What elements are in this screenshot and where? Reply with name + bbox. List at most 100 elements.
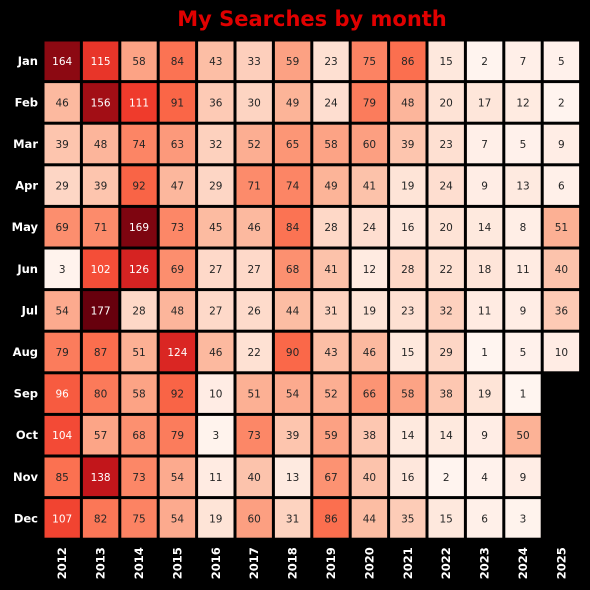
cell-value-label: 32 [440,305,453,317]
cell-value-label: 8 [520,222,527,234]
heatmap-cell [505,207,541,247]
cell-value-label: 75 [132,513,145,525]
cell-value-label: 65 [286,139,299,151]
heatmap-cell [428,499,464,538]
month-label: Oct [16,428,39,442]
heatmap-cell [351,332,388,372]
cell-value-label: 46 [209,347,223,359]
heatmap-cell [274,207,311,247]
heatmap-cell [274,457,311,497]
cell-value-label: 29 [56,181,69,193]
heatmap-cell [351,166,388,205]
heatmap-cell [428,457,464,497]
cell-value-label: 48 [171,305,184,317]
heatmap-cell [44,457,80,497]
heatmap-cell [82,207,119,247]
heatmap-cell [351,41,388,81]
heatmap-cell [121,291,157,330]
heatmap-cell [313,291,349,330]
cell-value-label: 35 [401,513,414,525]
cell-value-label: 11 [209,472,222,484]
cell-value-label: 19 [209,513,222,525]
heatmap-cell [159,124,196,164]
heatmap-cell [351,83,388,122]
cell-value-label: 54 [286,389,300,401]
heatmap-cell [543,41,580,81]
cell-value-label: 9 [481,430,488,442]
cell-value-label: 54 [171,472,185,484]
cell-value-label: 5 [558,56,565,68]
cell-value-label: 68 [132,430,145,442]
cell-value-label: 39 [56,139,69,151]
heatmap-cell [428,374,464,413]
cell-value-label: 51 [132,347,145,359]
cell-value-label: 3 [212,430,219,442]
heatmap-cell [82,124,119,164]
heatmap-cell [159,249,196,289]
heatmap-cell [351,499,388,538]
month-label: Feb [15,95,38,109]
heatmap-cell [44,332,80,372]
heatmap-cell [274,41,311,81]
heatmap-cell [466,291,503,330]
cell-value-label: 63 [171,139,184,151]
heatmap-cell [274,291,311,330]
cell-value-label: 49 [324,181,337,193]
heatmap-cell [159,207,196,247]
cell-value-label: 47 [171,181,184,193]
year-label: 2020 [362,547,376,579]
cell-value-label: 41 [324,264,337,276]
cell-value-label: 12 [516,97,529,109]
heatmap-cell [82,249,119,289]
cell-value-label: 39 [286,430,299,442]
year-label: 2016 [209,547,223,579]
month-label: Sep [14,387,38,401]
cell-value-label: 48 [94,139,107,151]
cell-value-label: 54 [56,305,70,317]
cell-value-label: 19 [363,305,376,317]
cell-value-label: 52 [248,139,261,151]
year-label: 2021 [401,547,415,579]
cell-value-label: 27 [248,264,261,276]
heatmap-cell [121,207,157,247]
heatmap-cell [198,499,234,538]
month-label: Jul [21,303,38,317]
heatmap-cell [390,332,426,372]
heatmap-cell [159,457,196,497]
heatmap-cell [505,41,541,81]
heatmap-cell [198,83,234,122]
cell-value-label: 9 [520,472,527,484]
cell-value-label: 126 [129,264,149,276]
cell-value-label: 60 [363,139,376,151]
cell-value-label: 9 [481,181,488,193]
heatmap-cell [236,332,272,372]
heatmap-cell [159,415,196,455]
heatmap-cell [198,249,234,289]
cell-value-label: 27 [209,305,222,317]
month-labels: Jan Feb Mar Apr May Jun Jul Aug Sep Oct Nov Dec [12,54,39,526]
heatmap-cell [313,457,349,497]
heatmap-cell [543,207,580,247]
cell-value-label: 86 [401,56,415,68]
cell-value-label: 54 [171,513,185,525]
cell-value-label: 16 [401,222,415,234]
year-label: 2014 [132,547,146,579]
cell-value-label: 104 [52,430,72,442]
cell-value-label: 12 [363,264,376,276]
heatmap-cell [44,249,80,289]
year-label: 2024 [516,547,530,579]
heatmap-cell [543,332,580,372]
cell-value-label: 32 [209,139,222,151]
heatmap-cell [466,83,503,122]
cell-value-label: 1 [520,389,527,401]
cell-value-label: 169 [129,222,149,234]
heatmap-cell [198,457,234,497]
cell-value-label: 4 [481,472,488,484]
year-label: 2019 [324,547,338,579]
heatmap-cell [198,124,234,164]
heatmap-cell [505,291,541,330]
cell-value-label: 29 [440,347,453,359]
cell-value-label: 31 [324,305,337,317]
heatmap-cell [236,166,272,205]
year-labels: 2012 2013 2014 2015 2016 2017 2018 2019 2020 2021… [55,547,568,579]
